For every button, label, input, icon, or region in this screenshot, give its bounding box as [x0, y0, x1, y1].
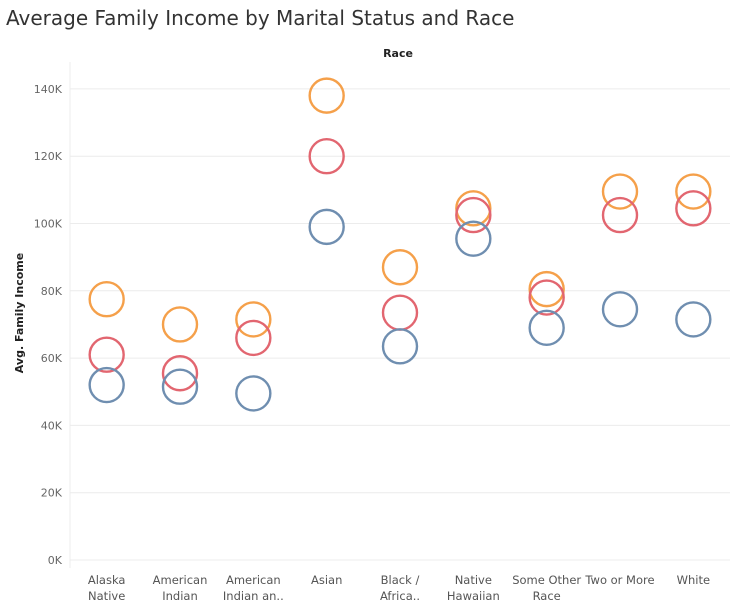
data-point-series-1 — [88, 336, 125, 373]
data-point-series-1 — [381, 294, 419, 331]
gridlines — [69, 62, 730, 568]
data-point-series-1 — [601, 196, 639, 234]
y-tick-label: 140K — [34, 83, 63, 96]
y-tick-label: 40K — [41, 419, 63, 432]
data-point-series-2 — [88, 366, 125, 404]
data-point-series-2 — [675, 301, 712, 338]
data-point-series-2 — [308, 208, 345, 246]
data-point-series-2 — [455, 220, 492, 257]
y-tick-label: 20K — [41, 487, 63, 500]
data-point-series-0 — [161, 306, 199, 343]
data-point-series-0 — [381, 249, 419, 286]
chart-title: Average Family Income by Marital Status … — [6, 6, 515, 30]
data-point-series-0 — [88, 281, 125, 318]
y-tick-label: 120K — [34, 150, 63, 163]
data-point-series-2 — [381, 328, 419, 365]
data-point-series-2 — [235, 375, 272, 412]
data-point-series-1 — [528, 279, 565, 316]
data-point-series-2 — [161, 368, 199, 405]
data-marks — [88, 77, 712, 412]
x-category-label: Black / Africa.. — [380, 573, 420, 603]
y-tick-label: 100K — [34, 218, 63, 231]
data-point-series-2 — [601, 291, 639, 328]
data-point-series-1 — [455, 196, 492, 234]
data-point-series-0 — [528, 270, 565, 308]
x-category-label: White — [677, 573, 710, 587]
data-point-series-1 — [308, 137, 345, 175]
data-point-series-0 — [235, 301, 272, 338]
x-category-label: Alaska Native — [88, 573, 126, 603]
x-category-label: American Indian an.. — [223, 573, 284, 603]
data-point-series-1 — [161, 355, 199, 392]
data-point-series-1 — [675, 190, 712, 227]
column-header-label: Race — [383, 47, 413, 60]
y-tick-label: 80K — [41, 285, 63, 298]
data-point-series-0 — [455, 190, 492, 227]
x-axis-categories: Alaska Native American Indian American Indian… — [88, 573, 710, 603]
x-category-label: Some Other Race — [512, 573, 581, 603]
y-tick-label: 0K — [48, 554, 63, 567]
data-point-series-0 — [601, 173, 639, 210]
x-category-label: Asian — [311, 573, 342, 587]
x-category-label: Native Hawaiian — [447, 573, 500, 603]
y-tick-label: 60K — [41, 352, 63, 365]
y-axis-ticks: 0K 20K 40K 60K 80K 100K 120K 140K — [34, 83, 63, 567]
x-category-label: American Indian — [153, 573, 208, 603]
data-point-series-0 — [308, 77, 345, 114]
y-axis-label: Avg. Family Income — [13, 253, 26, 373]
data-point-series-0 — [675, 173, 712, 210]
x-category-label: Two or More — [584, 573, 654, 587]
data-point-series-2 — [528, 309, 565, 347]
data-point-series-1 — [235, 319, 272, 357]
